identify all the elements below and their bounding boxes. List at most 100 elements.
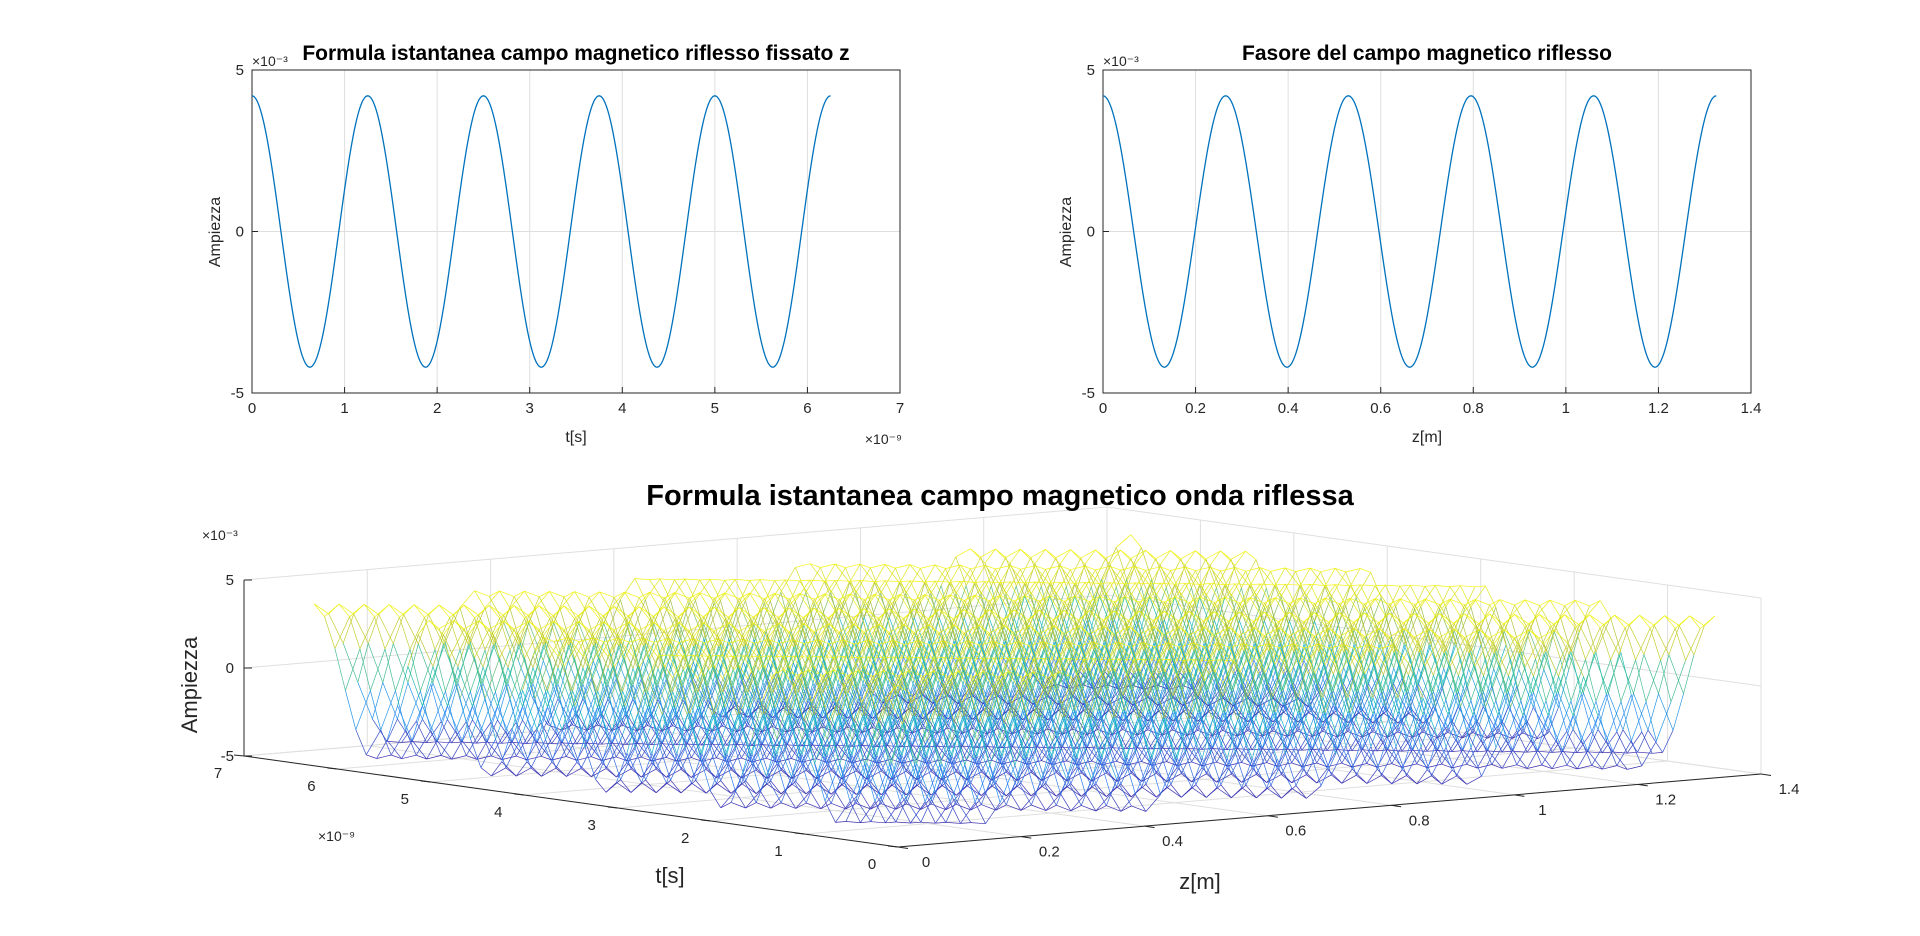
mesh-segment <box>1416 763 1428 768</box>
mesh-segment <box>1210 566 1221 572</box>
mesh-segment <box>960 802 976 824</box>
mesh-segment <box>1224 597 1236 615</box>
mesh-segment <box>1664 615 1680 626</box>
mesh-segment <box>1105 744 1122 774</box>
mesh-segment <box>1643 654 1659 694</box>
mesh-segment <box>1209 550 1221 566</box>
mesh-segment <box>1410 598 1426 617</box>
mesh-segment <box>1566 764 1578 770</box>
mesh-segment <box>820 567 832 593</box>
mesh-segment <box>1260 567 1271 572</box>
mesh-segment <box>1216 787 1232 798</box>
mesh-segment <box>1120 794 1136 812</box>
mesh-segment <box>1539 599 1551 606</box>
mesh-segment <box>1110 582 1125 585</box>
mesh-segment <box>903 657 919 679</box>
mesh-segment <box>1487 721 1503 739</box>
mesh-segment <box>1391 763 1403 768</box>
mesh-segment <box>778 617 794 648</box>
mesh-segment <box>918 688 934 704</box>
mesh-segment <box>1530 693 1543 732</box>
mesh-segment <box>1493 629 1505 645</box>
mesh-segment <box>353 613 369 644</box>
mesh-segment <box>597 720 613 744</box>
mesh-segment <box>1434 585 1447 607</box>
mesh-segment <box>1322 705 1334 732</box>
mesh-segment <box>931 799 947 823</box>
mesh-segment <box>1253 621 1270 652</box>
mesh-segment <box>1529 629 1540 639</box>
mesh-segment <box>1362 749 1378 752</box>
mesh-segment <box>1337 727 1349 750</box>
mesh-segment <box>1295 753 1311 786</box>
mesh-segment <box>809 579 825 582</box>
mesh-segment <box>926 755 942 786</box>
mesh-segment <box>1474 626 1486 659</box>
mesh-segment <box>386 739 402 759</box>
mesh-segment <box>1095 565 1111 571</box>
mesh-segment <box>1668 625 1680 655</box>
mesh-segment <box>707 699 723 727</box>
mesh-segment <box>1268 682 1284 713</box>
mesh-segment <box>910 580 925 583</box>
mesh-segment <box>1466 739 1482 765</box>
mesh-segment <box>1266 728 1278 751</box>
mesh-segment <box>670 748 686 781</box>
mesh-segment <box>1578 624 1595 655</box>
mesh-segment <box>1234 583 1247 606</box>
mesh-segment <box>947 723 963 747</box>
mesh-segment <box>1489 599 1501 606</box>
mesh-segment <box>818 655 834 658</box>
mesh-segment <box>809 593 825 611</box>
mesh-segment <box>1097 725 1113 748</box>
mesh-segment <box>1251 758 1268 789</box>
mesh-segment <box>1477 764 1492 769</box>
mesh-segment <box>417 634 434 667</box>
mesh-segment <box>1627 765 1642 770</box>
mesh-segment <box>1164 596 1176 603</box>
mesh-segment <box>1437 714 1449 750</box>
mesh-segment <box>686 731 703 764</box>
mesh-segment <box>972 695 984 705</box>
mesh-segment <box>893 656 909 659</box>
mesh-segment <box>1097 703 1109 730</box>
mesh-segment <box>1120 549 1132 559</box>
mesh-segment <box>1524 637 1541 667</box>
mesh-segment <box>845 567 857 593</box>
mesh-segment <box>1601 750 1614 770</box>
mesh-segment <box>514 605 529 616</box>
mesh-segment <box>935 580 950 583</box>
mesh-segment <box>855 742 872 771</box>
mesh-segment <box>1087 734 1103 768</box>
mesh-segment <box>843 656 859 658</box>
mesh-segment <box>1406 775 1418 785</box>
mesh-segment <box>692 677 709 708</box>
mesh-segment <box>1322 727 1338 750</box>
mesh-segment <box>1316 729 1328 751</box>
mesh-segment <box>1189 611 1205 622</box>
mesh-segment <box>384 617 400 650</box>
mesh-segment <box>1501 749 1513 769</box>
mesh-segment <box>1516 739 1532 765</box>
x-tick-label: 1.4 <box>1741 400 1762 417</box>
mesh-segment <box>1231 773 1242 783</box>
mesh-segment <box>1170 604 1182 642</box>
mesh-segment <box>1462 749 1478 769</box>
mesh-segment <box>1009 565 1021 570</box>
mesh-segment <box>1309 584 1322 606</box>
mesh-segment <box>1293 629 1305 668</box>
mesh-segment <box>1445 699 1457 740</box>
mesh-segment <box>1608 654 1620 694</box>
mesh-segment <box>1182 704 1199 731</box>
mesh-segment <box>651 757 667 762</box>
mesh-segment <box>1285 656 1297 699</box>
mesh-segment <box>1414 613 1426 627</box>
mesh-segment <box>478 620 494 636</box>
mesh-segment <box>1239 597 1251 604</box>
mesh-segment <box>1220 753 1236 786</box>
mesh-segment <box>1439 586 1451 609</box>
mesh-segment <box>990 557 1007 586</box>
mesh-segment <box>1176 767 1192 783</box>
mesh-segment <box>741 776 757 803</box>
mesh-segment <box>1641 731 1653 754</box>
